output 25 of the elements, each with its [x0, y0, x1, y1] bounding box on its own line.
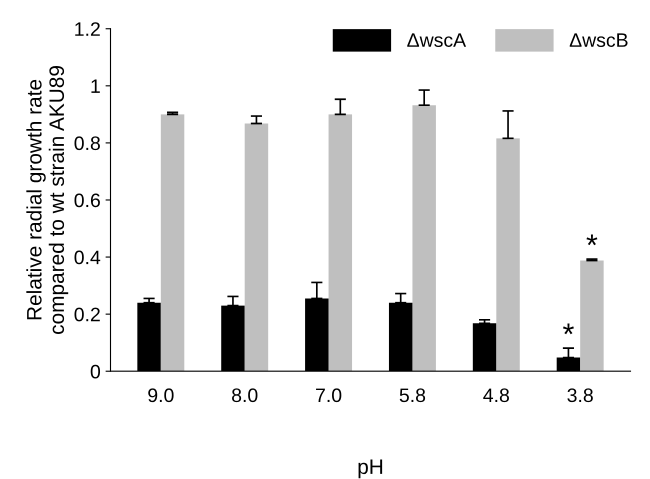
x-tick-label: 5.8 — [400, 388, 426, 402]
annotation: * — [562, 324, 574, 334]
bar — [412, 105, 436, 372]
y-tick-label: 0.8 — [74, 136, 100, 150]
bar — [160, 114, 184, 372]
x-tick-label: 9.0 — [148, 388, 174, 402]
y-axis-title: Relative radial growth rate compared to wt strain AKU89 — [26, 66, 68, 334]
y-tick-label: 1.2 — [75, 22, 100, 36]
y-tick-label: 1 — [91, 79, 100, 93]
y-tick-label: 0.6 — [74, 193, 100, 208]
x-tick-label: 3.8 — [567, 388, 593, 402]
annotation: * — [586, 234, 598, 246]
y-tick-label: 0 — [90, 364, 100, 378]
legend-label: ΔwscA — [407, 33, 466, 47]
x-tick-label: 8.0 — [232, 388, 258, 402]
bar — [244, 123, 268, 372]
y-tick-label: 0.4 — [74, 250, 100, 264]
y-tick-label: 0.2 — [74, 308, 100, 322]
x-axis-title: pH — [358, 460, 382, 478]
bar — [580, 260, 604, 372]
bar — [328, 114, 352, 372]
x-tick-label: 7.0 — [316, 388, 342, 402]
legend-label: ΔwscB — [570, 33, 628, 47]
x-tick-label: 4.8 — [483, 388, 509, 402]
bar — [496, 138, 520, 372]
